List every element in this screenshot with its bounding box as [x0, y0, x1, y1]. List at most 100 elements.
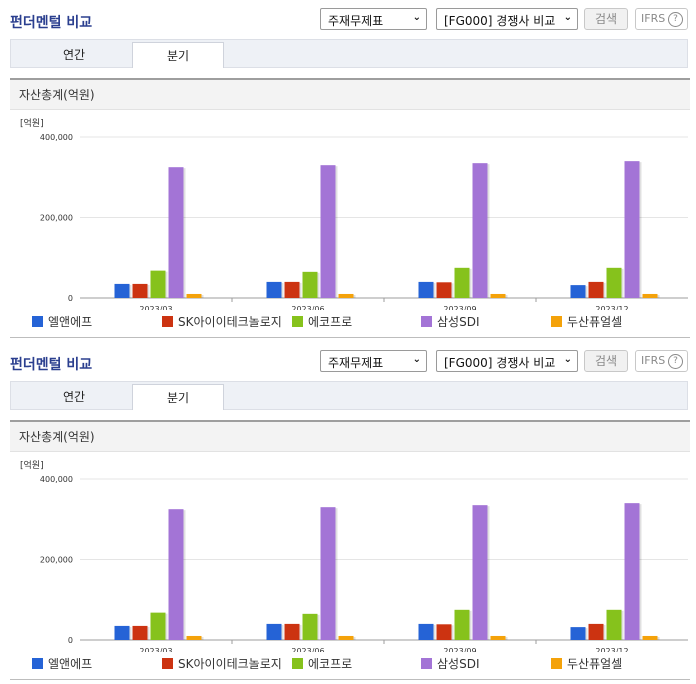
chevron-down-icon: ⌄ [412, 12, 421, 23]
bar[interactable] [132, 283, 148, 298]
legend-item[interactable]: 삼성SDI [421, 313, 479, 330]
bar[interactable] [642, 293, 658, 298]
chart-legend: 엘앤에프 SK아이이테크놀로지 에코프로 삼성SDI 두산퓨얼셀 [10, 311, 690, 331]
tab-annual[interactable]: 연간 [62, 390, 86, 404]
search-button[interactable]: 검색 [584, 350, 628, 372]
bar[interactable] [114, 625, 130, 640]
legend-label: SK아이이테크놀로지 [178, 657, 282, 671]
bar[interactable] [570, 285, 586, 298]
y-tick-label: 0 [68, 294, 73, 303]
fundamental-comparison-section: 펀더멘털 비교 주재무제표 ⌄ [FG000] 경쟁사 비교 ⌄ 검색 IFRS… [0, 342, 696, 684]
legend-item[interactable]: 두산퓨얼셀 [551, 313, 622, 330]
bar[interactable] [418, 281, 434, 298]
legend-item[interactable]: 엘앤에프 [32, 655, 92, 672]
bar[interactable] [186, 293, 202, 298]
legend-swatch [292, 316, 303, 327]
bar[interactable] [606, 267, 622, 298]
bar[interactable] [624, 161, 640, 298]
bar[interactable] [606, 609, 622, 640]
statement-select[interactable]: 주재무제표 ⌄ [320, 8, 427, 30]
x-tick-label: 2023/03 [139, 647, 172, 652]
x-tick-label: 2023/12 [595, 647, 628, 652]
bar[interactable] [114, 283, 130, 298]
bar[interactable] [266, 281, 282, 298]
y-tick-label: 200,000 [40, 556, 73, 565]
legend-item[interactable]: SK아이이테크놀로지 [162, 313, 282, 330]
bar[interactable] [186, 635, 202, 640]
bar[interactable] [320, 165, 336, 298]
peer-group-select[interactable]: [FG000] 경쟁사 비교 ⌄ [436, 350, 578, 372]
tab-annual[interactable]: 연간 [62, 48, 86, 62]
legend-item[interactable]: 에코프로 [292, 313, 352, 330]
y-tick-label: 0 [68, 636, 73, 645]
bar[interactable] [302, 271, 318, 298]
bar[interactable] [570, 627, 586, 640]
bar[interactable] [472, 505, 488, 640]
bar[interactable] [338, 635, 354, 640]
bar[interactable] [150, 270, 166, 298]
bar[interactable] [168, 167, 184, 298]
bar[interactable] [132, 625, 148, 640]
legend-item[interactable]: SK아이이테크놀로지 [162, 655, 282, 672]
legend-swatch [551, 658, 562, 669]
bar[interactable] [436, 282, 452, 298]
bar[interactable] [284, 281, 300, 298]
bar[interactable] [168, 509, 184, 640]
ifrs-button[interactable]: IFRS ? [635, 350, 688, 372]
bar[interactable] [642, 635, 658, 640]
statement-select-value: 주재무제표 [328, 356, 384, 370]
bar[interactable] [588, 623, 604, 640]
bar[interactable] [454, 267, 470, 298]
chevron-down-icon: ⌄ [563, 12, 572, 23]
bar[interactable] [472, 163, 488, 298]
bar[interactable] [302, 613, 318, 640]
y-tick-label: 200,000 [40, 214, 73, 223]
y-tick-label: 400,000 [40, 133, 73, 142]
ifrs-label: IFRS [641, 354, 666, 367]
legend-label: 에코프로 [308, 315, 353, 329]
legend-swatch [32, 316, 43, 327]
chevron-down-icon: ⌄ [412, 354, 421, 365]
legend-item[interactable]: 두산퓨얼셀 [551, 655, 622, 672]
legend-swatch [162, 316, 173, 327]
section-title: 펀더멘털 비교 [10, 357, 93, 373]
x-tick-label: 2023/12 [595, 305, 628, 310]
help-icon[interactable]: ? [668, 354, 683, 369]
bar[interactable] [320, 507, 336, 640]
legend-item[interactable]: 엘앤에프 [32, 313, 92, 330]
peer-group-select[interactable]: [FG000] 경쟁사 비교 ⌄ [436, 8, 578, 30]
bar[interactable] [418, 623, 434, 640]
chart-panel: 자산총계(억원) [억원] 0 200,000 400,000 2023/03 2023/… [10, 78, 690, 338]
x-tick-label: 2023/03 [139, 305, 172, 310]
total-assets-bar-chart: [억원] 0 200,000 400,000 2023/03 2023/06 2023/09… [20, 459, 688, 652]
bar[interactable] [454, 609, 470, 640]
legend-item[interactable]: 삼성SDI [421, 655, 479, 672]
bar[interactable] [338, 293, 354, 298]
legend-swatch [421, 658, 432, 669]
bar[interactable] [266, 623, 282, 640]
chart-panel-title: 자산총계(억원) [10, 80, 690, 110]
bar[interactable] [284, 623, 300, 640]
statement-select[interactable]: 주재무제표 ⌄ [320, 350, 427, 372]
legend-label: 에코프로 [308, 657, 353, 671]
legend-item[interactable]: 에코프로 [292, 655, 352, 672]
bar[interactable] [150, 612, 166, 640]
legend-label: 두산퓨얼셀 [567, 657, 623, 671]
bar[interactable] [624, 503, 640, 640]
legend-swatch [551, 316, 562, 327]
bar[interactable] [436, 624, 452, 640]
tab-quarterly[interactable]: 분기 [132, 42, 224, 68]
y-tick-label: 400,000 [40, 475, 73, 484]
legend-label: 엘앤에프 [48, 315, 93, 329]
legend-swatch [32, 658, 43, 669]
x-tick-label: 2023/06 [291, 305, 324, 310]
ifrs-button[interactable]: IFRS ? [635, 8, 688, 30]
search-button[interactable]: 검색 [584, 8, 628, 30]
bar[interactable] [588, 281, 604, 298]
help-icon[interactable]: ? [668, 12, 683, 27]
tab-quarterly[interactable]: 분기 [132, 384, 224, 410]
fundamental-comparison-section: 펀더멘털 비교 주재무제표 ⌄ [FG000] 경쟁사 비교 ⌄ 검색 IFRS… [10, 8, 690, 338]
statement-select-value: 주재무제표 [328, 14, 384, 28]
bar[interactable] [490, 293, 506, 298]
bar[interactable] [490, 635, 506, 640]
